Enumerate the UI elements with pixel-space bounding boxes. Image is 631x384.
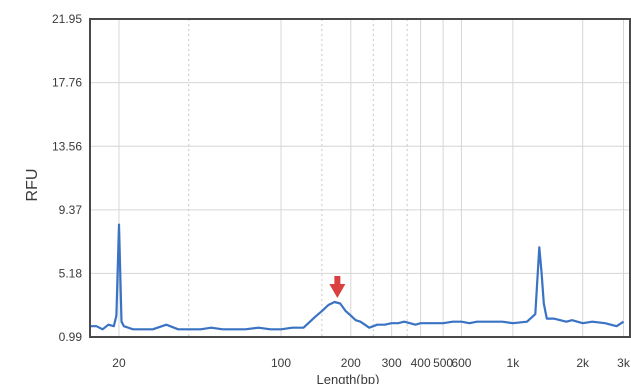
x-tick-label-1: 100 bbox=[271, 356, 291, 370]
x-tick-label-9: 3k bbox=[617, 356, 631, 370]
y-tick-label-5: 21.95 bbox=[52, 12, 82, 26]
x-tick-label-0: 20 bbox=[112, 356, 126, 370]
x-tick-label-8: 2k bbox=[576, 356, 590, 370]
x-tick-label-3: 300 bbox=[382, 356, 402, 370]
y-tick-label-3: 13.56 bbox=[52, 139, 82, 153]
y-tick-labels: 0.99 5.18 9.37 13.56 17.76 21.95 bbox=[52, 12, 82, 344]
x-axis-label: Length(bp) bbox=[317, 372, 380, 384]
x-tick-label-6: 600 bbox=[451, 356, 471, 370]
y-axis-label: RFU bbox=[24, 169, 41, 202]
y-tick-label-2: 9.37 bbox=[59, 203, 83, 217]
x-tick-label-5: 500 bbox=[433, 356, 453, 370]
grid bbox=[90, 18, 630, 338]
x-tick-label-4: 400 bbox=[411, 356, 431, 370]
y-tick-label-0: 0.99 bbox=[59, 330, 83, 344]
x-tick-label-2: 200 bbox=[341, 356, 361, 370]
arrow-head bbox=[329, 284, 346, 298]
plot-frame bbox=[89, 18, 631, 338]
y-tick-label-1: 5.18 bbox=[59, 266, 83, 280]
series-layer bbox=[91, 223, 625, 331]
series-line-0 bbox=[91, 223, 625, 331]
y-tick-label-4: 17.76 bbox=[52, 76, 82, 90]
x-tick-label-7: 1k bbox=[507, 356, 521, 370]
arrow-stem bbox=[334, 276, 341, 285]
annotation-layer bbox=[329, 276, 346, 298]
